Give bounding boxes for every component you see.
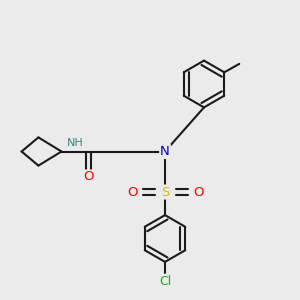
Text: N: N <box>160 145 170 158</box>
Text: Cl: Cl <box>159 275 171 288</box>
Text: S: S <box>161 185 169 199</box>
Text: O: O <box>193 185 203 199</box>
Text: O: O <box>127 185 137 199</box>
Text: O: O <box>83 170 94 184</box>
Text: NH: NH <box>67 138 83 148</box>
